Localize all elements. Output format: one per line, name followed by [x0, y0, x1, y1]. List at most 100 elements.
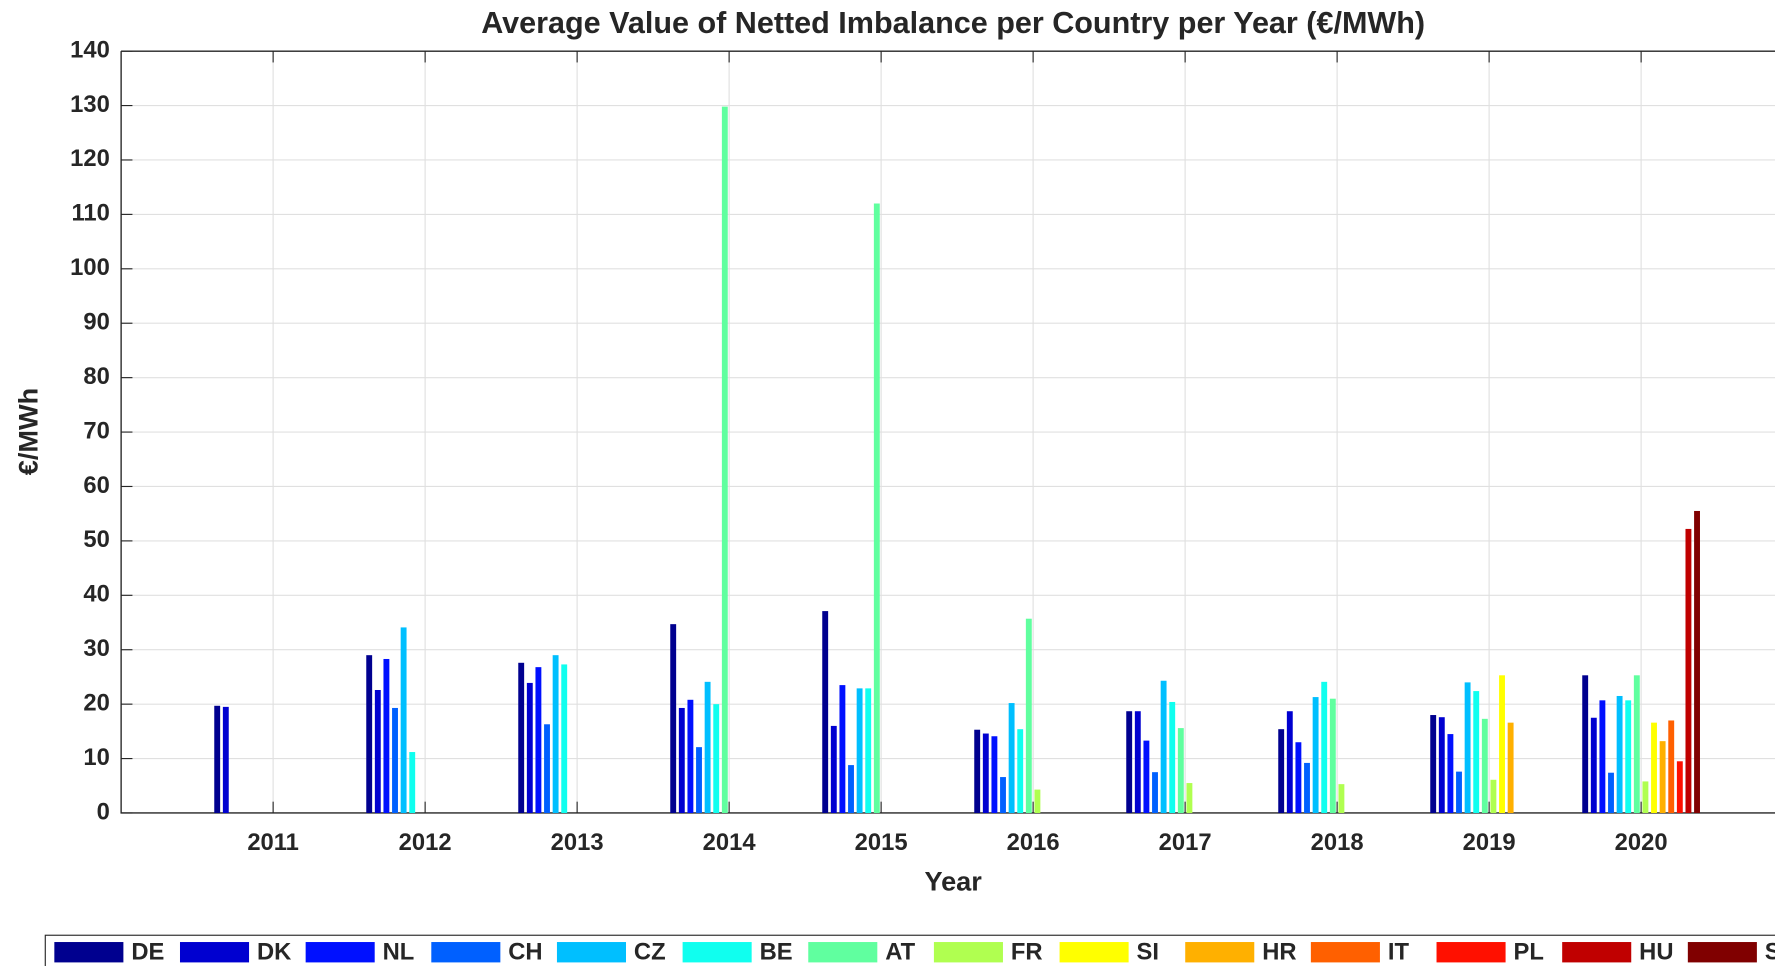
bar [1499, 675, 1505, 813]
legend-label: BE [760, 939, 793, 966]
y-tick-label: 90 [83, 309, 109, 336]
legend-swatch [1562, 942, 1632, 963]
y-tick-label: 100 [70, 254, 110, 281]
bar [1694, 510, 1700, 813]
bar [1126, 711, 1133, 813]
y-tick-label: 80 [83, 363, 109, 390]
x-tick-label: 2011 [247, 829, 299, 856]
y-tick-label: 20 [83, 689, 109, 716]
x-tick-label: 2015 [855, 829, 908, 856]
bar [1278, 729, 1285, 813]
legend-label: NL [383, 939, 415, 966]
bar [392, 707, 398, 813]
legend-label: DK [257, 939, 291, 966]
bar [721, 106, 728, 813]
x-tick-label: 2013 [551, 829, 604, 856]
bar [374, 689, 381, 813]
legend-swatch [682, 942, 752, 963]
bar [704, 681, 711, 813]
legend-label: HU [1639, 939, 1673, 966]
legend-swatch [54, 942, 124, 963]
bar [1608, 772, 1614, 813]
bar [1447, 734, 1454, 813]
bar [873, 203, 880, 813]
bar [1134, 711, 1141, 813]
bar [1456, 771, 1462, 813]
legend-label: HR [1262, 939, 1296, 966]
bar [383, 658, 390, 813]
bar [687, 699, 694, 813]
bar [1430, 715, 1437, 813]
x-tick-label: 2018 [1311, 829, 1364, 856]
bar [1481, 718, 1488, 813]
bar [1160, 680, 1167, 813]
legend-swatch [1185, 942, 1255, 963]
bar [1169, 701, 1176, 813]
legend-label: SI [1137, 939, 1159, 966]
legend-label: AT [885, 939, 915, 966]
bar [1616, 695, 1623, 813]
y-tick-label: 30 [83, 635, 109, 662]
y-tick-label: 50 [83, 526, 109, 553]
x-tick-label: 2014 [703, 829, 757, 856]
legend-swatch [305, 942, 375, 963]
bar [1590, 717, 1597, 813]
bar [1676, 761, 1683, 813]
legend-label: SK [1765, 939, 1775, 966]
bar [1625, 700, 1632, 813]
bar [1685, 528, 1692, 813]
y-tick-label: 40 [83, 581, 109, 608]
y-tick-label: 0 [97, 798, 110, 825]
bar [1295, 742, 1302, 813]
x-tick-label: 2016 [1007, 829, 1060, 856]
bar [982, 733, 989, 813]
bar [1490, 779, 1497, 813]
y-tick-label: 120 [70, 145, 110, 172]
legend-swatch [179, 942, 250, 963]
bar [1152, 772, 1158, 813]
y-tick-label: 10 [83, 744, 109, 771]
bar [865, 688, 872, 813]
bar [856, 688, 863, 813]
y-axis-label: €/MWh [13, 388, 44, 476]
y-tick-label: 110 [71, 200, 109, 227]
bar [400, 627, 407, 813]
bar [1304, 762, 1310, 813]
legend-label: DE [131, 939, 164, 966]
bar [409, 752, 416, 813]
bar [552, 655, 559, 813]
legend-label: CH [508, 939, 542, 966]
bar [1017, 729, 1024, 813]
x-axis-label: Year [924, 865, 982, 896]
bar [1651, 722, 1657, 813]
bar [222, 706, 229, 813]
axes-box [120, 50, 1775, 814]
bar [678, 707, 685, 813]
bar [1329, 698, 1336, 813]
legend-swatch [1687, 942, 1757, 963]
bar [526, 682, 533, 813]
bar [1473, 691, 1480, 813]
y-tick-label: 70 [83, 417, 109, 444]
y-tick-label: 60 [83, 472, 109, 499]
bar [696, 747, 702, 813]
bar [974, 729, 981, 813]
bar [1143, 740, 1150, 813]
legend-label: IT [1388, 939, 1410, 966]
legend-swatch [431, 942, 501, 963]
bar [822, 611, 829, 813]
bar [1177, 728, 1184, 813]
legend-swatch [1310, 942, 1380, 963]
chart-title: Average Value of Netted Imbalance per Co… [481, 6, 1425, 40]
bar [535, 667, 542, 813]
bar [1668, 720, 1675, 813]
bar [561, 664, 568, 813]
bar [1599, 700, 1606, 813]
legend-swatch [1059, 942, 1129, 963]
bar [670, 624, 677, 813]
y-tick-label: 130 [70, 91, 110, 118]
bar [1008, 703, 1015, 813]
bar [1186, 783, 1193, 813]
bar [214, 705, 221, 813]
